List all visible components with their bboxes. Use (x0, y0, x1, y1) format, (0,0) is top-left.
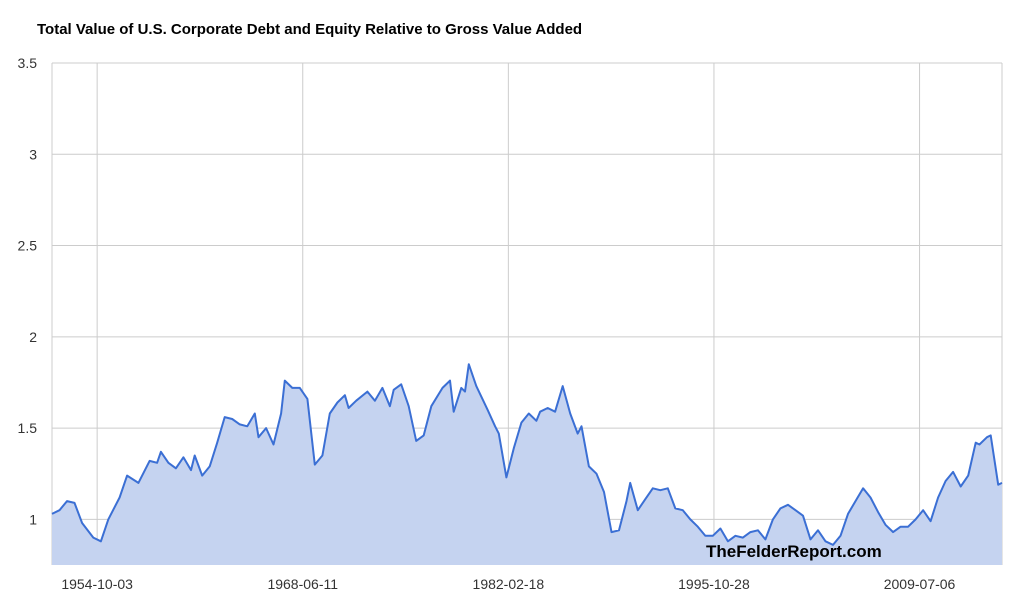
y-tick-label: 1 (29, 511, 37, 527)
y-tick-label: 2 (29, 329, 37, 345)
y-axis: 1 1.5 2 2.5 3 3.5 (18, 55, 38, 527)
y-tick-label: 1.5 (18, 420, 38, 436)
watermark-annotation: TheFelderReport.com (706, 542, 882, 561)
y-tick-label: 2.5 (18, 238, 38, 254)
x-tick-label: 1968-06-11 (267, 576, 338, 592)
chart-title: Total Value of U.S. Corporate Debt and E… (37, 21, 582, 38)
x-tick-label: 1995-10-28 (678, 576, 750, 592)
grid (51, 62, 1003, 565)
area-fill (52, 364, 1002, 565)
x-tick-label: 1982-02-18 (473, 576, 545, 592)
y-tick-label: 3.5 (18, 55, 38, 71)
x-axis: 1954-10-03 1968-06-11 1982-02-18 1995-10-28… (61, 576, 955, 592)
x-tick-label: 1954-10-03 (61, 576, 133, 592)
series-line (51, 363, 1003, 546)
y-tick-label: 3 (29, 146, 37, 162)
x-tick-label: 2009-07-06 (884, 576, 956, 592)
